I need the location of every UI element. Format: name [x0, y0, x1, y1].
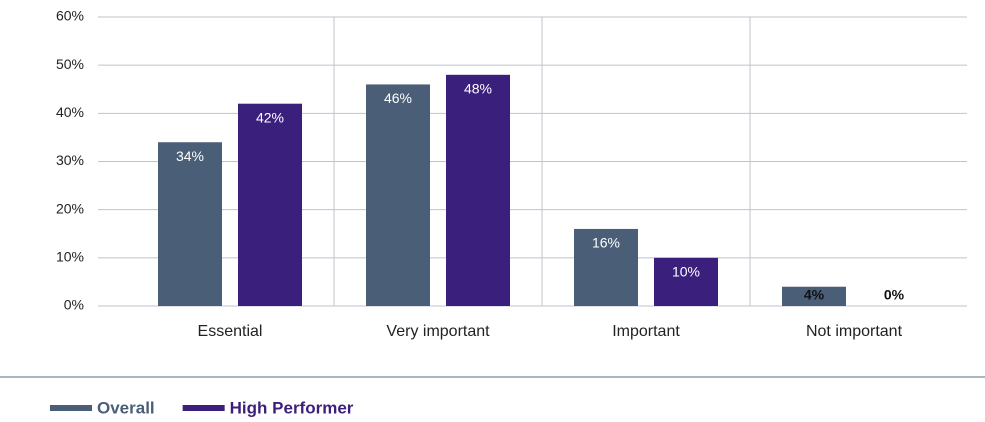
- y-tick-label: 40%: [56, 104, 84, 120]
- value-label: 4%: [804, 287, 825, 303]
- value-label: 10%: [672, 264, 700, 280]
- y-tick-label: 50%: [56, 56, 84, 72]
- legend-label: Overall: [97, 398, 155, 417]
- bar: [574, 228, 638, 306]
- bar: [238, 103, 302, 306]
- value-label: 46%: [384, 90, 412, 106]
- y-tick-label: 10%: [56, 249, 84, 265]
- bar: [654, 257, 718, 306]
- x-tick-label: Very important: [386, 323, 490, 340]
- x-tick-label: Not important: [806, 323, 903, 340]
- y-tick-label: 60%: [56, 8, 84, 24]
- bar: [158, 142, 222, 306]
- value-label: 34%: [176, 148, 204, 164]
- value-label: 16%: [592, 235, 620, 251]
- y-tick-label: 0%: [64, 297, 84, 313]
- bar: [366, 84, 430, 306]
- bar: [446, 74, 510, 306]
- value-label: 48%: [464, 81, 492, 97]
- legend-swatch: [182, 405, 225, 411]
- y-tick-label: 20%: [56, 200, 84, 216]
- legend-swatch: [50, 405, 92, 411]
- bar: [782, 286, 846, 306]
- x-tick-label: Important: [612, 323, 680, 340]
- y-tick-label: 30%: [56, 152, 84, 168]
- legend-label: High Performer: [230, 398, 354, 417]
- value-label: 42%: [256, 109, 284, 125]
- value-label: 0%: [884, 287, 905, 303]
- x-tick-label: Essential: [198, 323, 263, 340]
